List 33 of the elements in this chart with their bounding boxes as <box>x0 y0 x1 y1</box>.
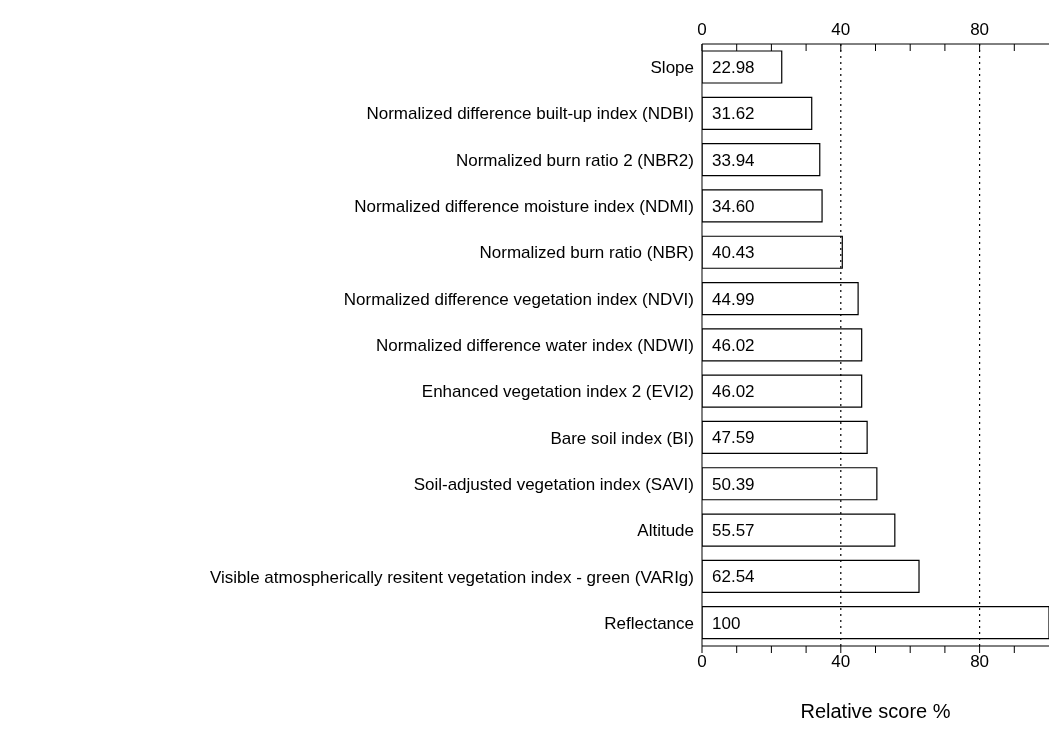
data-label: 22.98 <box>712 58 755 78</box>
x-axis-title: Relative score % <box>800 700 951 722</box>
x-tick-label: 80 <box>970 652 990 672</box>
data-label: 47.59 <box>712 428 755 448</box>
data-label: 34.60 <box>712 196 755 216</box>
data-label: 46.02 <box>712 335 755 355</box>
y-tick-label: Altitude <box>637 521 694 541</box>
data-label: 55.57 <box>712 521 755 541</box>
y-tick-label: Reflectance <box>604 613 694 633</box>
y-tick-label: Normalized difference vegetation index (NDVI) <box>343 289 694 309</box>
data-label: 100 <box>712 613 741 633</box>
y-tick-label: Bare soil index (BI) <box>550 428 694 448</box>
data-label: 31.62 <box>712 104 755 124</box>
y-tick-label: Normalized difference water index (NDWI) <box>375 336 694 356</box>
y-tick-label: Normalized difference built-up index (NDBI) <box>366 104 694 124</box>
data-label: 46.02 <box>712 382 755 402</box>
y-tick-label: Normalized burn ratio (NBR) <box>479 243 694 263</box>
data-label: 50.39 <box>712 474 755 494</box>
x-tick-label: 0 <box>697 652 707 672</box>
y-tick-label: Soil-adjusted vegetation index (SAVI) <box>413 474 694 494</box>
x2-tick-label: 40 <box>831 20 851 39</box>
data-label: 62.54 <box>712 567 755 587</box>
y-tick-label: Visible atmospherically resitent vegetation index - green (VARIg) <box>209 567 694 587</box>
y-tick-label: Slope <box>650 58 694 78</box>
data-label: 44.99 <box>712 289 755 309</box>
x2-tick-label: 0 <box>697 20 707 39</box>
x2-tick-label: 80 <box>970 20 990 39</box>
data-label: 40.43 <box>712 243 755 263</box>
y-tick-label: Normalized burn ratio 2 (NBR2) <box>455 150 694 170</box>
y-tick-label: Enhanced vegetation index 2 (EVI2) <box>421 382 694 402</box>
y-tick-label: Normalized difference moisture index (NDMI) <box>354 197 694 217</box>
data-label: 33.94 <box>712 150 755 170</box>
x-tick-label: 40 <box>831 652 851 672</box>
